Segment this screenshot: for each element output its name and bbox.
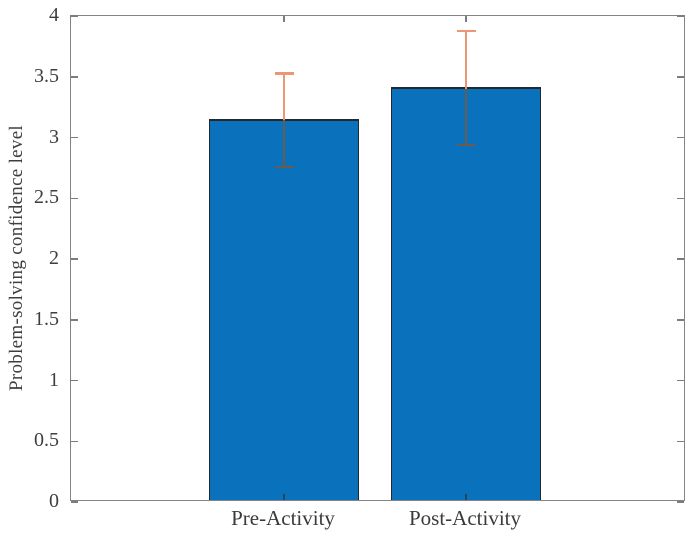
y-tick-mark-left xyxy=(71,319,78,321)
y-tick-label: 2 xyxy=(49,247,59,269)
y-tick-mark-left xyxy=(71,76,78,78)
y-tick-mark-left xyxy=(71,440,78,442)
y-tick-label: 1.5 xyxy=(34,307,59,330)
y-tick-label: 0 xyxy=(49,490,59,512)
y-tick-mark-right xyxy=(677,501,684,503)
y-tick-mark-right xyxy=(677,76,684,78)
y-tick-mark-left xyxy=(71,197,78,199)
y-tick-mark-left xyxy=(71,501,78,503)
x-tick-mark-bottom xyxy=(465,494,467,500)
y-tick-mark-right xyxy=(677,440,684,442)
x-tick-mark-top xyxy=(465,16,467,22)
y-tick-mark-right xyxy=(677,197,684,199)
error-bar-bottom-cap xyxy=(274,165,294,169)
y-tick-mark-right xyxy=(677,319,684,321)
y-tick-label: 2.5 xyxy=(34,186,59,209)
x-tick-mark-top xyxy=(283,16,285,22)
y-tick-mark-right xyxy=(677,15,684,17)
error-bar-top-cap xyxy=(456,29,476,33)
error-bar-upper-whisker xyxy=(465,30,467,89)
x-tick-mark-bottom xyxy=(283,494,285,500)
bar-post-activity xyxy=(391,86,541,500)
bar-pre-activity xyxy=(209,118,359,500)
error-bar-lower-whisker xyxy=(465,88,467,145)
y-tick-mark-left xyxy=(71,258,78,260)
y-tick-label: 1 xyxy=(49,368,59,391)
y-tick-label: 4 xyxy=(49,4,59,26)
y-tick-label: 3.5 xyxy=(34,64,59,87)
y-tick-mark-right xyxy=(677,379,684,382)
x-category-label-post-activity: Post-Activity xyxy=(408,506,521,530)
y-tick-mark-right xyxy=(677,258,684,260)
x-category-label-pre-activity: Pre-Activity xyxy=(231,506,335,530)
y-tick-mark-left xyxy=(71,379,78,382)
y-tick-mark-right xyxy=(677,136,684,139)
y-tick-label: 0.5 xyxy=(34,429,59,452)
plot-area xyxy=(70,15,685,503)
error-bar-lower-whisker xyxy=(283,120,285,167)
y-tick-label: 3 xyxy=(49,125,59,148)
error-bar-upper-whisker xyxy=(283,73,285,121)
error-bar-bottom-cap xyxy=(456,143,476,147)
y-tick-mark-left xyxy=(71,136,78,139)
error-bar-top-cap xyxy=(274,72,294,75)
y-tick-mark-left xyxy=(71,15,78,17)
